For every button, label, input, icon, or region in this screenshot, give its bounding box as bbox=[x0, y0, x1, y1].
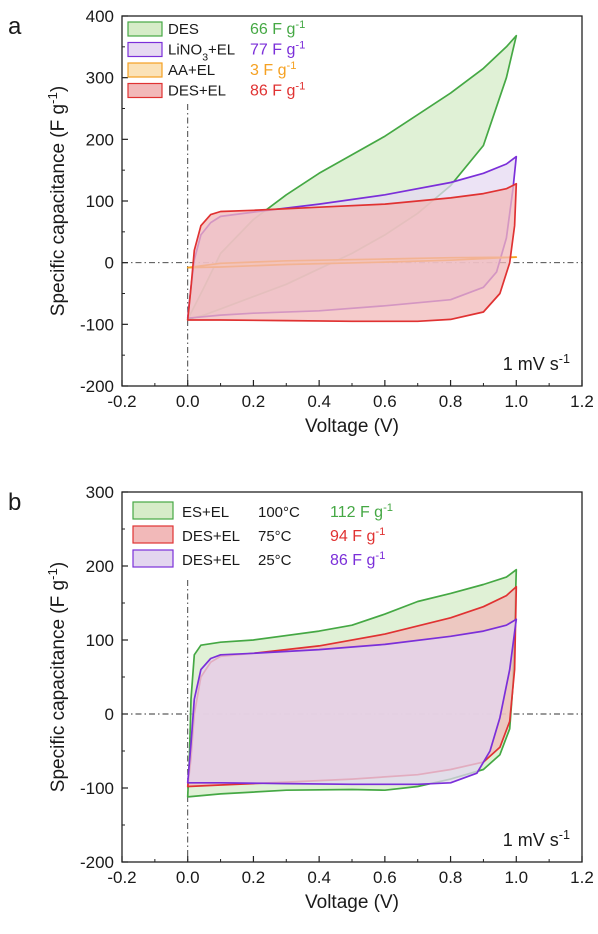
x-tick-label: 0.2 bbox=[242, 392, 266, 411]
x-tick-label: 0.6 bbox=[373, 392, 397, 411]
y-tick-label: -200 bbox=[80, 377, 114, 396]
x-axis-title: Voltage (V) bbox=[305, 416, 399, 437]
x-tick-label: 0.6 bbox=[373, 868, 397, 887]
plot-area bbox=[122, 34, 582, 386]
legend: DES 66 F g-1 LiNO3+EL 77 F g-1 AA+EL 3 F g-1 D… bbox=[127, 19, 305, 100]
panel-label: b bbox=[8, 489, 21, 516]
legend-capacitance-value: 94 F g-1 bbox=[330, 526, 385, 545]
legend-capacitance-value: 86 F g-1 bbox=[330, 550, 385, 569]
x-tick-label: 1.2 bbox=[570, 868, 594, 887]
y-tick-label: 400 bbox=[86, 7, 114, 26]
legend-series-name: DES+EL bbox=[182, 552, 240, 569]
x-tick-label: -0.2 bbox=[107, 868, 136, 887]
scan-rate-annotation: 1 mV s-1 bbox=[503, 828, 570, 850]
series-loop-2 bbox=[186, 618, 518, 786]
legend-series-name: DES+EL bbox=[182, 528, 240, 545]
legend-temperature: 100°C bbox=[258, 504, 300, 521]
legend-swatch bbox=[127, 21, 163, 37]
y-tick-label: -200 bbox=[80, 853, 114, 872]
x-tick-label: -0.2 bbox=[107, 392, 136, 411]
y-tick-label: 200 bbox=[86, 130, 114, 149]
panel-label: a bbox=[8, 13, 22, 40]
x-axis-title: Voltage (V) bbox=[305, 892, 399, 913]
legend-swatch bbox=[127, 62, 163, 78]
legend-swatch bbox=[132, 501, 174, 520]
x-tick-label: 0.4 bbox=[307, 392, 331, 411]
legend-series-name: AA+EL bbox=[168, 62, 215, 79]
y-tick-label: 0 bbox=[105, 254, 114, 273]
y-tick-label: 100 bbox=[86, 192, 114, 211]
legend-swatch bbox=[127, 41, 163, 58]
series-loop-3 bbox=[186, 182, 518, 323]
x-tick-label: 0.2 bbox=[242, 868, 266, 887]
x-tick-label: 0.4 bbox=[307, 868, 331, 887]
x-tick-label: 0.0 bbox=[176, 392, 200, 411]
legend-series-name: DES bbox=[168, 21, 199, 38]
x-tick-label: 1.2 bbox=[570, 392, 594, 411]
legend-series-name: ES+EL bbox=[182, 504, 229, 521]
x-tick-label: 1.0 bbox=[504, 392, 528, 411]
plot-area bbox=[122, 568, 582, 862]
x-tick-label: 0.0 bbox=[176, 868, 200, 887]
legend-swatch bbox=[132, 549, 174, 568]
y-tick-label: -100 bbox=[80, 315, 114, 334]
legend-series-name: LiNO3+EL bbox=[168, 42, 235, 64]
legend-temperature: 75°C bbox=[258, 528, 292, 545]
legend: ES+EL 100°C 112 F g-1 DES+EL 75°C 94 F g-1 DES… bbox=[132, 501, 393, 569]
chart-panel-b: b -0.2 0.0 0.2 0.4 0.6 0.8 1.0 1.2 -200 -100 0 100 20… bbox=[8, 483, 594, 913]
legend-series-name: DES+EL bbox=[168, 83, 226, 100]
legend-capacitance-value: 86 F g-1 bbox=[250, 81, 305, 100]
x-tick-label: 0.8 bbox=[439, 392, 463, 411]
legend-swatch bbox=[127, 82, 163, 99]
legend-capacitance-value: 112 F g-1 bbox=[330, 502, 393, 521]
y-tick-label: 0 bbox=[105, 705, 114, 724]
legend-capacitance-value: 3 F g-1 bbox=[250, 60, 296, 79]
y-axis-title: Specific capacitance (F g-1) bbox=[45, 562, 70, 792]
y-tick-label: 300 bbox=[86, 69, 114, 88]
y-tick-label: 200 bbox=[86, 557, 114, 576]
scan-rate-annotation: 1 mV s-1 bbox=[503, 352, 570, 374]
y-tick-label: 100 bbox=[86, 631, 114, 650]
x-tick-label: 1.0 bbox=[504, 868, 528, 887]
y-tick-label: 300 bbox=[86, 483, 114, 502]
legend-swatch bbox=[132, 525, 174, 544]
chart-panel-a: a -0.2 0.0 0.2 0.4 0.6 0.8 1.0 1.2 -200 -100 0 100 20… bbox=[8, 7, 594, 437]
y-axis-title: Specific capacitance (F g-1) bbox=[45, 86, 70, 316]
x-tick-label: 0.8 bbox=[439, 868, 463, 887]
legend-capacitance-value: 66 F g-1 bbox=[250, 19, 305, 38]
legend-temperature: 25°C bbox=[258, 552, 292, 569]
legend-capacitance-value: 77 F g-1 bbox=[250, 40, 305, 59]
y-tick-label: -100 bbox=[80, 779, 114, 798]
